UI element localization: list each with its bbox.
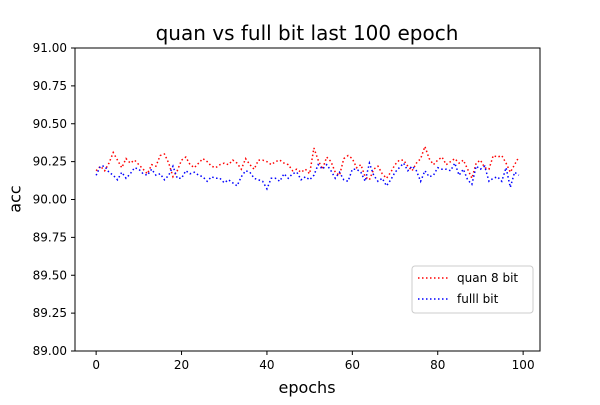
y-tick-label: 90.75 [33, 79, 67, 93]
x-axis-label: epochs [278, 378, 335, 397]
legend: quan 8 bit fulll bit [411, 265, 534, 314]
y-tick-label: 89.50 [33, 268, 67, 282]
y-tick-label: 90.50 [33, 117, 67, 131]
y-tick-label: 90.00 [33, 193, 67, 207]
x-tick-label: 0 [92, 358, 100, 372]
y-tick-label: 91.00 [33, 41, 67, 55]
y-tick-label: 89.75 [33, 230, 67, 244]
y-tick-label: 90.25 [33, 155, 67, 169]
legend-label-quan-8-bit: quan 8 bit [457, 271, 518, 285]
legend-label-fulll-bit: fulll bit [457, 292, 499, 306]
y-axis-label: acc [6, 185, 25, 212]
y-tick-label: 89.25 [33, 306, 67, 320]
plot-area: 0 20 40 60 80 100 89.00 89.25 89.50 89.75 90.00 90.… [33, 41, 541, 372]
x-tick-label: 100 [512, 358, 535, 372]
series-line-fulll-bit [95, 160, 520, 191]
x-tick-label: 40 [259, 358, 274, 372]
chart-title: quan vs full bit last 100 epoch [156, 21, 459, 45]
y-tick-label: 89.00 [33, 344, 67, 358]
x-tick-label: 80 [430, 358, 445, 372]
x-tick-label: 60 [345, 358, 360, 372]
x-tick-label: 20 [174, 358, 189, 372]
